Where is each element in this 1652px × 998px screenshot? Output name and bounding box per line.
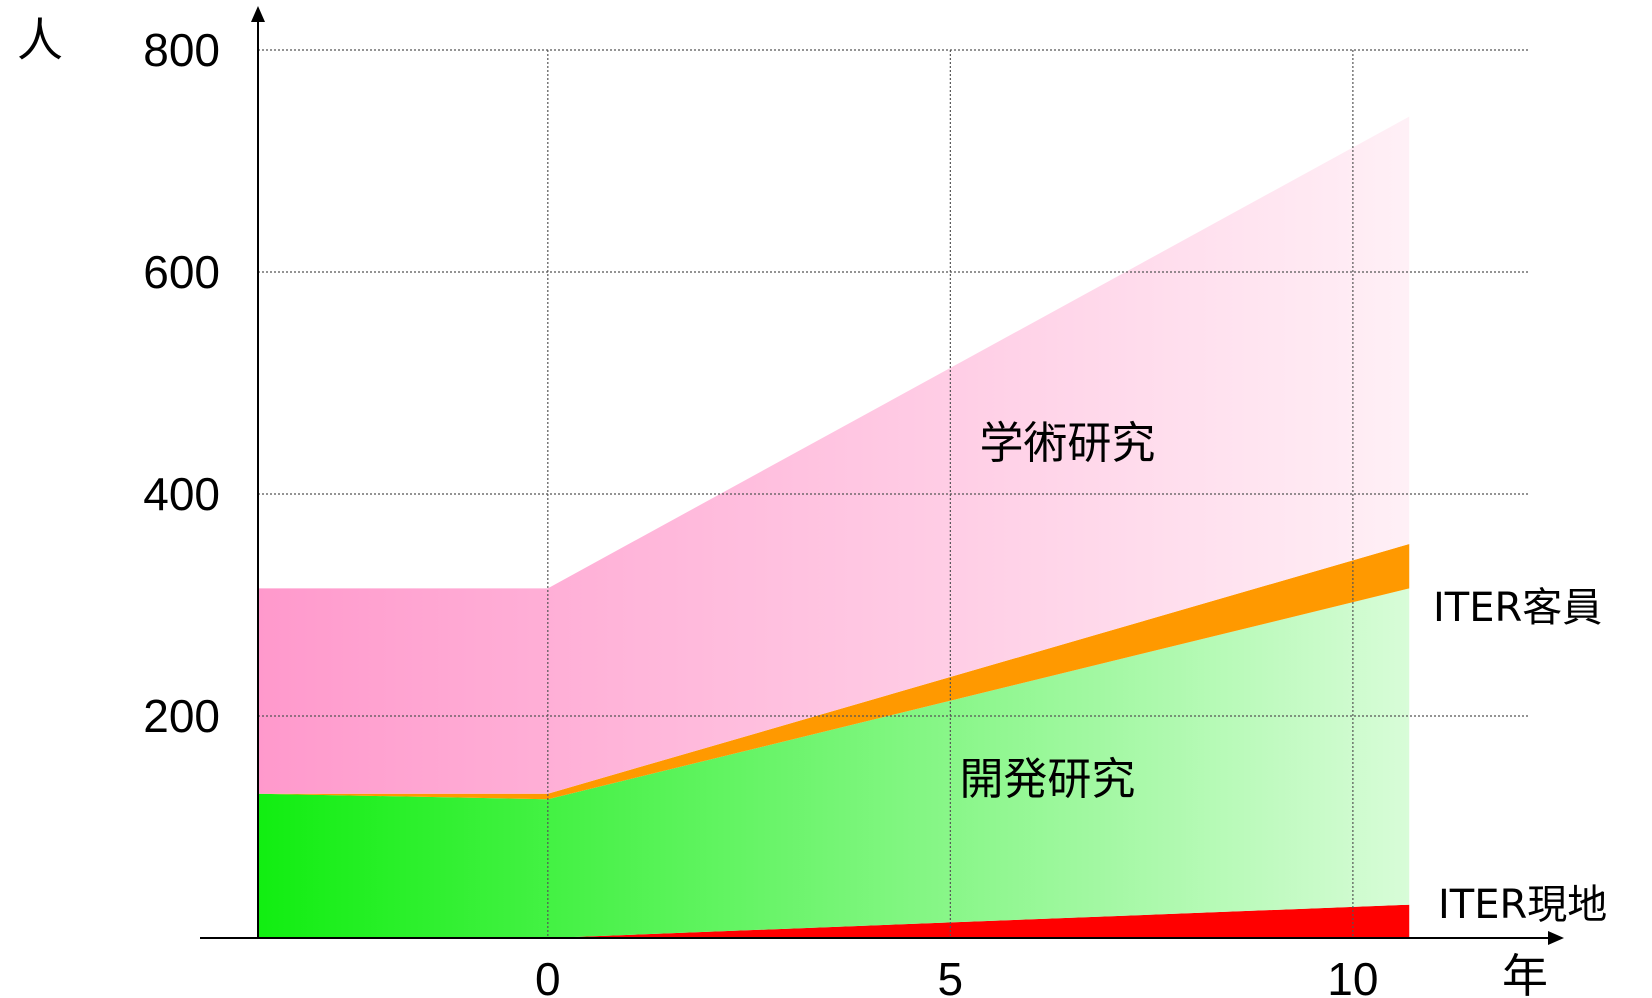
tick-labels: 200 400 600 800 0 5 10 人年 bbox=[17, 13, 1548, 998]
area-4 bbox=[258, 116, 1410, 794]
x-axis-arrow bbox=[1548, 931, 1564, 945]
series-label-iter-guest: ITER客員 bbox=[1433, 585, 1602, 631]
series-label-iter-site: ITER現地 bbox=[1438, 882, 1607, 928]
y-axis-arrow bbox=[251, 6, 265, 22]
y-tick-label: 200 bbox=[143, 690, 220, 742]
y-tick-label: 800 bbox=[143, 24, 220, 76]
series-label-academic: 学術研究 bbox=[979, 418, 1155, 469]
x-tick-label: 5 bbox=[938, 953, 964, 998]
x-tick-label: 10 bbox=[1327, 953, 1378, 998]
y-axis-title: 人 bbox=[17, 13, 63, 67]
y-tick-label: 400 bbox=[143, 468, 220, 520]
x-axis-title: 年 bbox=[1502, 949, 1548, 998]
y-tick-label: 600 bbox=[143, 246, 220, 298]
area-2 bbox=[258, 588, 1410, 938]
stacked-areas bbox=[258, 116, 1410, 938]
area-1 bbox=[258, 904, 1410, 938]
series-label-development: 開発研究 bbox=[959, 754, 1135, 805]
x-tick-label: 0 bbox=[535, 953, 561, 998]
gridlines bbox=[258, 49, 1530, 938]
axes bbox=[200, 6, 1564, 945]
